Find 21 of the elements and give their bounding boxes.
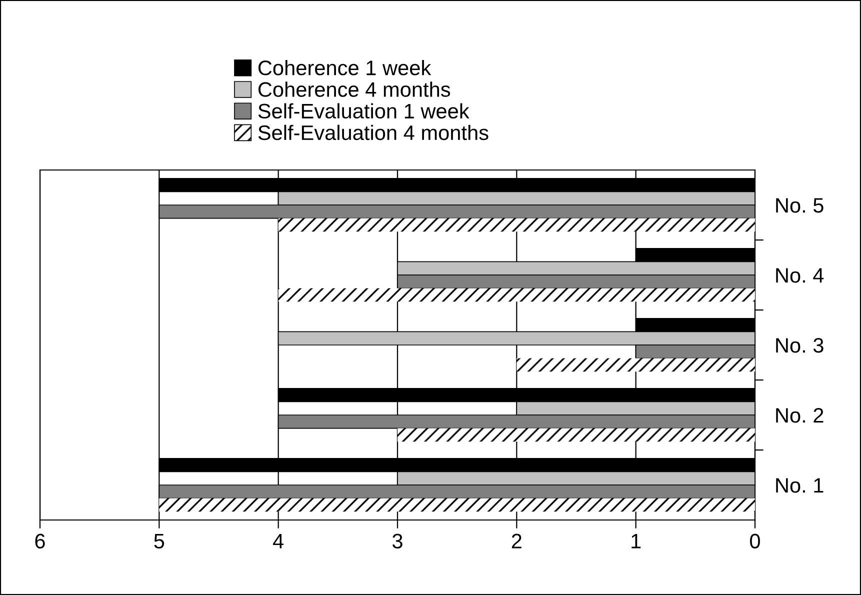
legend-label: Coherence 4 months <box>258 82 450 97</box>
legend-label: Self-Evaluation 4 months <box>258 124 488 140</box>
y-tick-label: No. 3 <box>776 338 824 353</box>
x-tick-label: 4 <box>273 534 284 548</box>
y-tick-label: No. 4 <box>776 268 824 283</box>
bar <box>516 358 755 372</box>
bar <box>159 498 755 512</box>
x-tick-label: 5 <box>154 534 164 548</box>
y-tick-label: No. 5 <box>776 198 824 213</box>
x-tick-label: 1 <box>632 534 641 548</box>
bar <box>398 428 755 442</box>
x-tick-label: 6 <box>35 534 45 548</box>
x-tick-label: 0 <box>750 534 760 548</box>
legend-label: Self-Evaluation 1 week <box>258 103 470 119</box>
bar <box>278 218 755 232</box>
x-tick-label: 3 <box>392 534 402 548</box>
y-tick-label: No. 2 <box>776 408 824 423</box>
legend-label: Coherence 1 week <box>258 60 432 76</box>
x-tick-label: 2 <box>512 534 522 548</box>
y-tick-label: No. 1 <box>776 478 824 493</box>
bar <box>278 288 755 302</box>
